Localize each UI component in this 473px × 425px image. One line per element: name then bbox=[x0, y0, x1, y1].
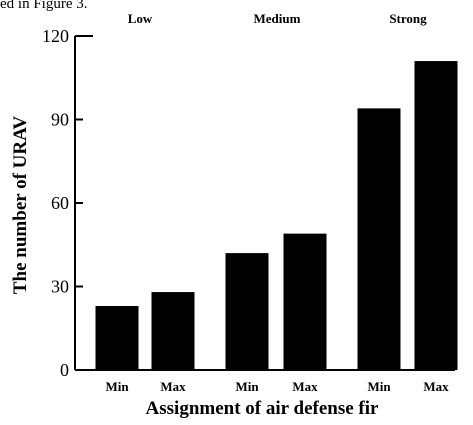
group-label: Strong bbox=[389, 11, 427, 26]
bars bbox=[95, 61, 458, 371]
group-label: Medium bbox=[254, 11, 301, 26]
x-axis-title: Assignment of air defense fir bbox=[146, 398, 379, 419]
y-axis-title: The number of URAV bbox=[10, 116, 31, 295]
group-label: Low bbox=[128, 11, 153, 26]
y-axis-ticks: 0 30 60 90 120 bbox=[42, 26, 83, 380]
bar-5 bbox=[357, 108, 401, 370]
bar-4 bbox=[283, 233, 327, 370]
x-category-label: Max bbox=[423, 379, 449, 394]
x-category-label: Min bbox=[105, 379, 129, 394]
bar-6 bbox=[414, 61, 458, 371]
y-tick-label: 90 bbox=[51, 110, 69, 130]
y-tick-label: 30 bbox=[51, 277, 69, 297]
group-labels: Low Medium Strong bbox=[128, 11, 427, 26]
y-tick-label: 60 bbox=[51, 193, 69, 213]
x-category-label: Max bbox=[160, 379, 186, 394]
y-tick-label: 0 bbox=[60, 360, 69, 380]
bar-3 bbox=[225, 253, 269, 370]
caption-fragment: ed in Figure 3. bbox=[0, 0, 88, 12]
bar-1 bbox=[95, 305, 139, 370]
x-category-label: Min bbox=[235, 379, 259, 394]
x-category-label: Max bbox=[292, 379, 318, 394]
y-tick-label: 120 bbox=[42, 26, 69, 46]
x-axis-category-labels: Min Max Min Max Min Max bbox=[105, 379, 449, 394]
x-category-label: Min bbox=[367, 379, 391, 394]
bar-2 bbox=[151, 292, 195, 370]
